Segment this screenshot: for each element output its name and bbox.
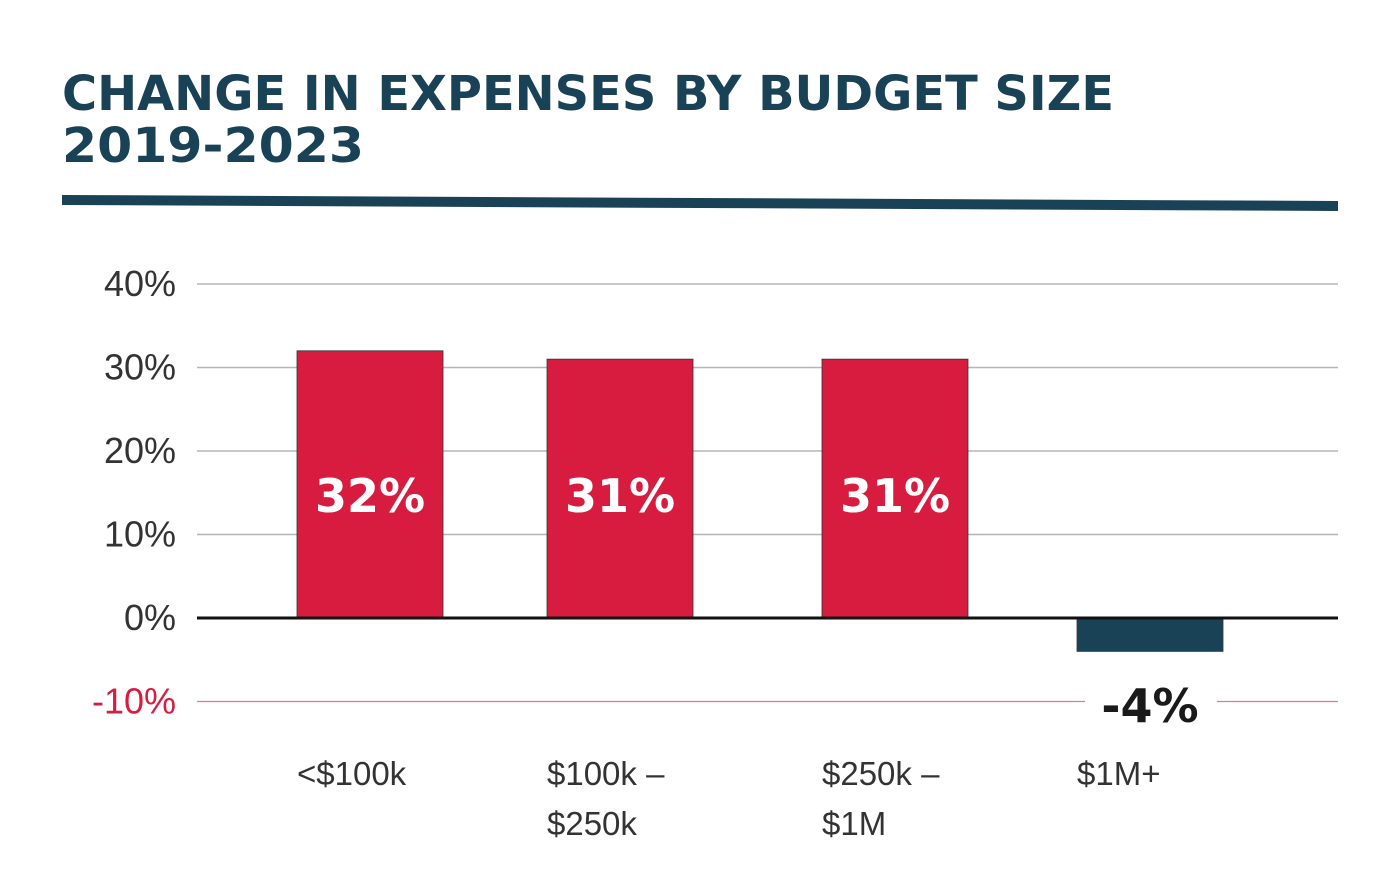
data-label: 31% — [565, 469, 675, 523]
chart-title-line-2: 2019-2023 — [62, 118, 364, 174]
y-tick-label: 40% — [104, 263, 176, 304]
data-label: 31% — [840, 469, 950, 523]
x-tick-label: $100k – — [547, 755, 665, 792]
bar — [821, 358, 969, 619]
bar — [296, 350, 444, 619]
y-tick-label: 30% — [104, 347, 176, 388]
x-tick-label: <$100k — [297, 755, 407, 792]
data-label: -4% — [1101, 679, 1198, 733]
bar — [546, 358, 694, 619]
y-tick-label: 10% — [104, 514, 176, 555]
y-tick-label: 0% — [124, 597, 176, 638]
title-rule — [62, 195, 1338, 211]
x-tick-label: $250k — [547, 805, 637, 842]
x-tick-label: $250k – — [822, 755, 940, 792]
data-label: 32% — [315, 469, 425, 523]
x-tick-label: $1M — [822, 805, 886, 842]
y-tick-label: 20% — [104, 430, 176, 471]
x-tick-label: $1M+ — [1077, 755, 1160, 792]
y-tick-label: -10% — [92, 681, 176, 722]
chart-title-line-1: CHANGE IN EXPENSES BY BUDGET SIZE — [62, 66, 1114, 122]
bar — [1076, 617, 1224, 652]
